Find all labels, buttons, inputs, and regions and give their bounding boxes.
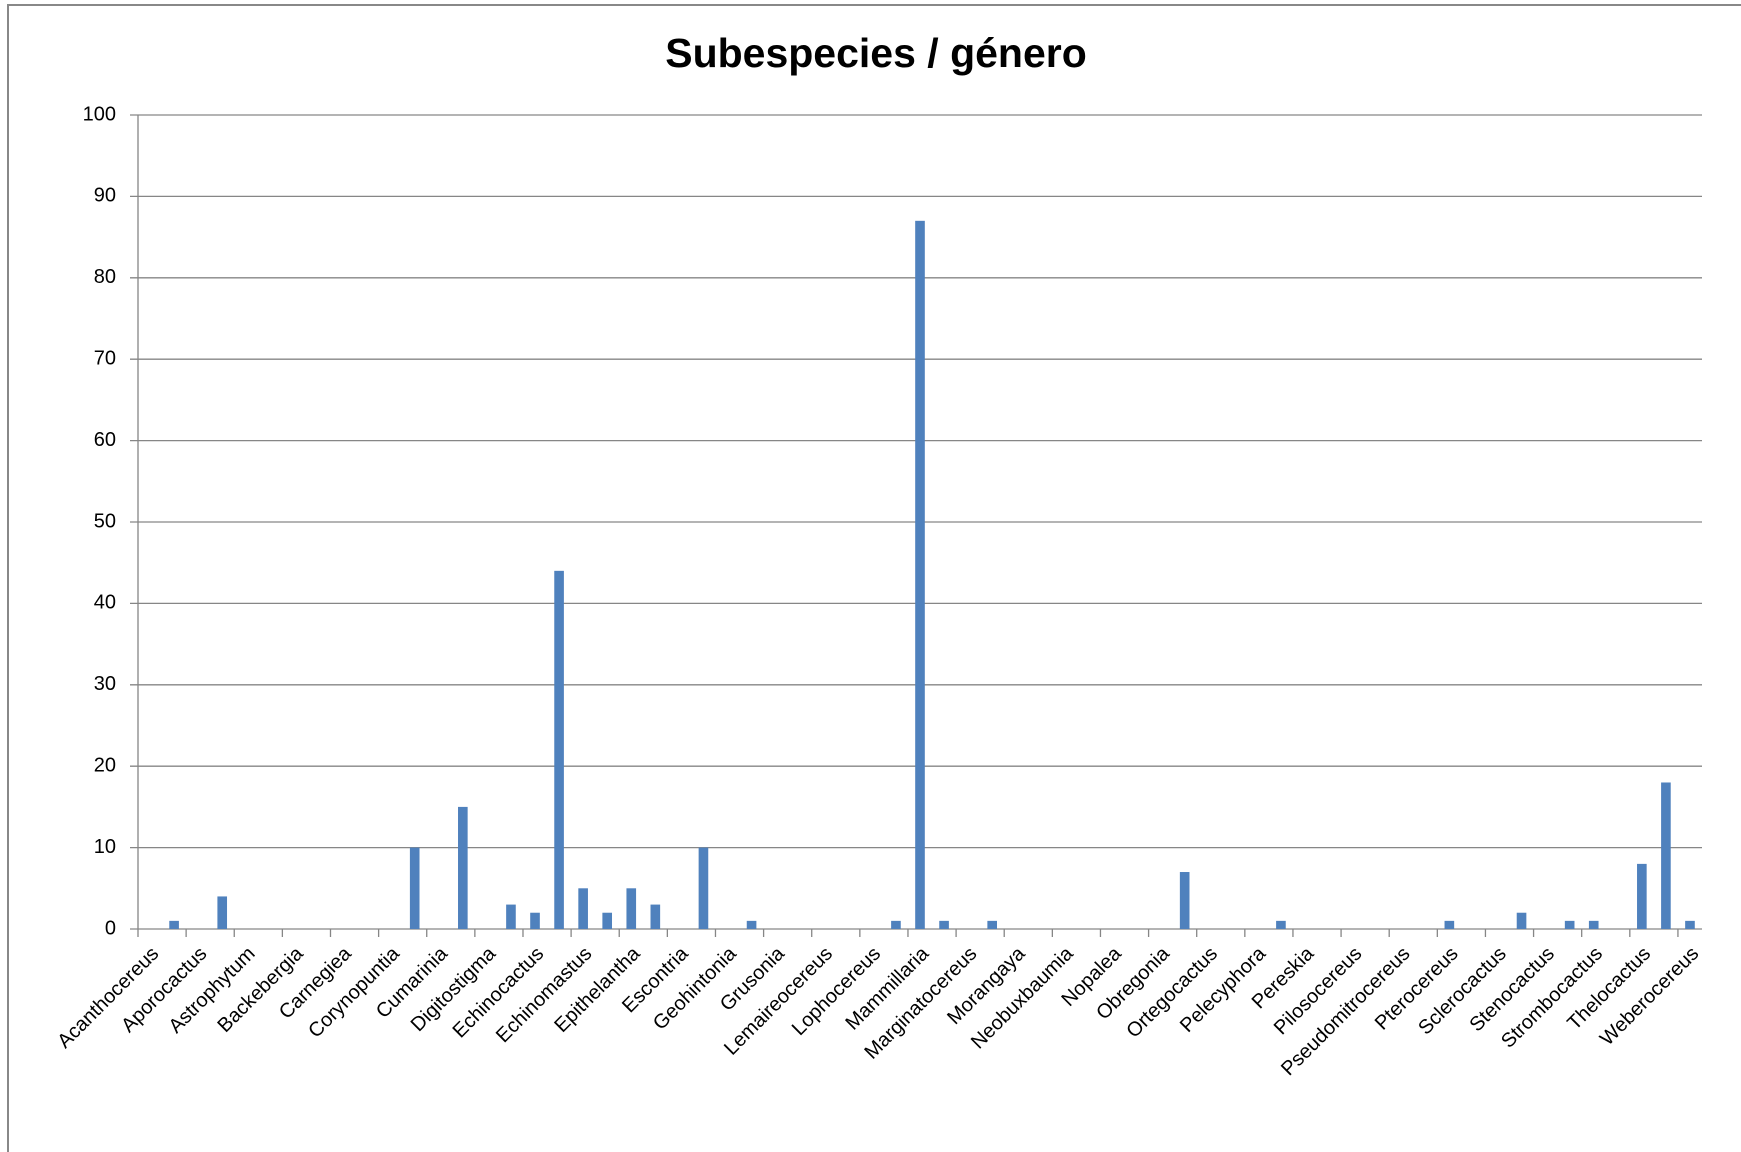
y-tick-label: 80 [94, 266, 116, 288]
bar [1685, 920, 1695, 929]
bar [1637, 863, 1647, 929]
bar [1179, 872, 1190, 929]
bar [626, 888, 637, 929]
bar [1444, 920, 1455, 929]
bar [1661, 782, 1671, 929]
y-tick-label: 40 [94, 592, 116, 614]
bar [939, 920, 949, 929]
bar [458, 806, 468, 929]
bar [530, 912, 540, 929]
bar [506, 904, 516, 929]
bar [915, 220, 925, 929]
bar [602, 912, 613, 929]
bar [746, 920, 757, 929]
bar [409, 847, 420, 929]
bar [698, 847, 709, 929]
chart-title: Subespecies / género [665, 30, 1087, 76]
y-tick-label: 20 [94, 754, 116, 776]
bar [1516, 912, 1527, 929]
y-tick-label: 90 [94, 185, 116, 207]
bar [1564, 920, 1575, 929]
y-tick-label: 50 [94, 510, 116, 532]
bar [650, 904, 661, 929]
y-tick-label: 30 [94, 673, 116, 695]
bar [987, 920, 997, 929]
y-tick-label: 60 [94, 429, 116, 451]
y-tick-label: 0 [105, 917, 116, 939]
y-tick-label: 100 [83, 103, 116, 125]
chart-frame [7, 4, 1741, 1152]
y-tick-label: 70 [94, 347, 116, 369]
y-tick-label: 10 [94, 836, 116, 858]
bar [891, 920, 901, 929]
bar [1588, 920, 1599, 929]
bar [217, 896, 228, 929]
bar [578, 888, 588, 929]
bar [1276, 920, 1286, 929]
bar [169, 920, 179, 929]
bar [554, 570, 564, 929]
